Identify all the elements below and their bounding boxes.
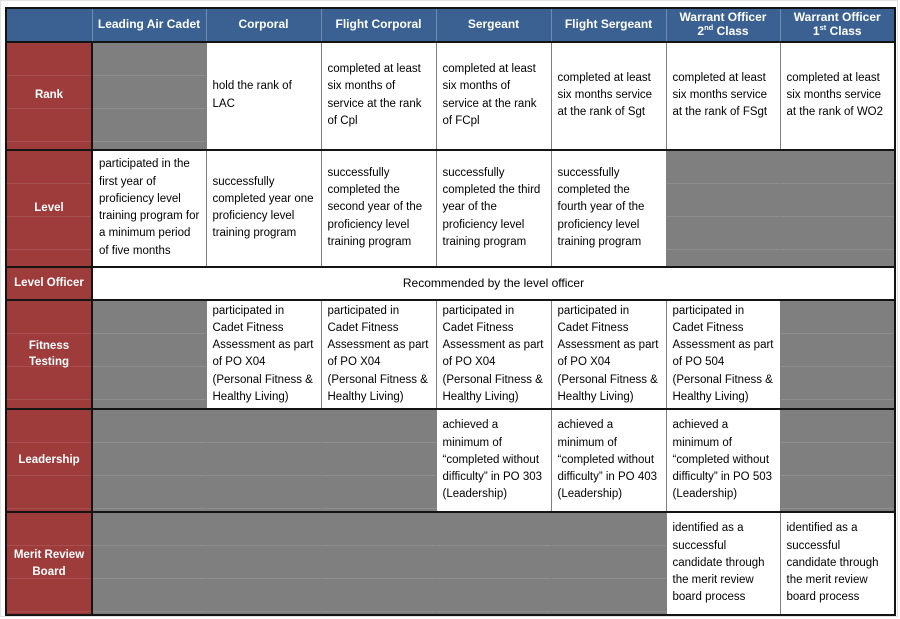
table-cell: achieved a minimum of “completed without… [665,409,780,513]
table-cell: participated in the first year of profic… [92,149,206,267]
column-header-line1: Warrant Officer [679,10,767,24]
row-rank: Rank hold the rank of LAC completed at l… [6,41,895,150]
table-cell: participated in Cadet Fitness Assessment… [435,299,551,410]
table-cell: identified as a successful candidate thr… [779,512,895,616]
table-cell [435,512,551,616]
row-header-level: Level [6,149,93,267]
table-cell: hold the rank of LAC [205,41,321,150]
table-cell: participated in Cadet Fitness Assessment… [320,299,436,410]
table-cell: participated in Cadet Fitness Assessment… [550,299,666,410]
row-level: Level participated in the first year of … [6,149,895,267]
ordinal-superscript: nd [704,22,714,32]
column-header-line1: Warrant Officer [793,10,881,24]
table-cell: participated in Cadet Fitness Assessment… [665,299,780,410]
row-fitness-testing: Fitness Testing participated in Cadet Fi… [6,299,895,410]
table-cell: successfully completed year one proficie… [205,149,321,267]
table-cell: identified as a successful candidate thr… [665,512,780,616]
table-cell [320,409,436,513]
column-header-num: 1 [812,23,820,38]
table-cell [779,409,895,513]
row-header-fitness-testing: Fitness Testing [6,299,93,410]
merged-cell-level-officer: Recommended by the level officer [92,266,895,300]
promotion-requirements-table: Leading Air Cadet Corporal Flight Corpor… [5,7,896,617]
table-cell: successfully completed the third year of… [435,149,551,267]
table-cell: successfully completed the fourth year o… [550,149,666,267]
row-header-level-officer: Level Officer [6,266,93,300]
table-cell [92,41,206,150]
column-header-leading-air-cadet: Leading Air Cadet [91,8,206,43]
table-cell: completed at least six months of service… [320,41,436,150]
column-header-suffix: Class [713,23,749,38]
column-header-blank [6,8,92,43]
table-cell [550,512,666,616]
row-header-leadership: Leadership [6,409,93,513]
column-header-corporal: Corporal [205,8,321,43]
table-cell: completed at least six months service at… [550,41,666,150]
column-header-num: 2 [697,23,705,38]
table-cell [320,512,436,616]
column-header-warrant-officer-2nd-class: Warrant Officer 2nd Class [665,8,780,43]
table-cell [205,512,321,616]
column-header-sergeant: Sergeant [435,8,551,43]
row-leadership: Leadership achieved a minimum of “comple… [6,409,895,513]
table-cell [665,149,780,267]
table-cell [92,409,206,513]
row-level-officer: Level Officer Recommended by the level o… [6,266,895,300]
column-header-flight-sergeant: Flight Sergeant [550,8,666,43]
row-header-merit-review-board: Merit Review Board [6,512,93,616]
column-header-flight-corporal: Flight Corporal [320,8,436,43]
header-row: Leading Air Cadet Corporal Flight Corpor… [6,8,895,43]
table-cell: completed at least six months service at… [665,41,780,150]
table-cell: completed at least six months of service… [435,41,551,150]
table-cell [92,299,206,410]
table-cell [92,512,206,616]
table-cell [779,149,895,267]
table-cell [779,299,895,410]
column-header-suffix: Class [826,23,862,38]
table-cell: achieved a minimum of “completed without… [435,409,551,513]
row-header-rank: Rank [6,41,93,150]
table-cell: successfully completed the second year o… [320,149,436,267]
table-cell: achieved a minimum of “completed without… [550,409,666,513]
table-cell: completed at least six months service at… [779,41,895,150]
ordinal-superscript: st [819,22,827,32]
column-header-warrant-officer-1st-class: Warrant Officer 1st Class [779,8,895,43]
table-cell [205,409,321,513]
table-cell: participated in Cadet Fitness Assessment… [205,299,321,410]
row-merit-review-board: Merit Review Board identified as a succe… [6,512,895,616]
